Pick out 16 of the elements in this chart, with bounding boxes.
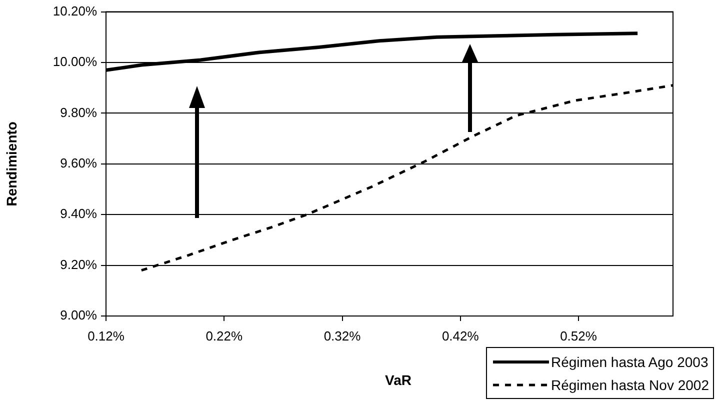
y-tick-label: 9.20% (60, 256, 98, 272)
x-tick-label: 0.52% (560, 328, 598, 344)
y-axis-title: Rendimiento (3, 122, 20, 206)
x-tick-label: 0.22% (206, 328, 243, 344)
legend-label: Régimen hasta Ago 2003 (551, 354, 708, 370)
x-tick-label: 0.42% (442, 328, 480, 344)
x-tick-label: 0.12% (88, 328, 125, 344)
y-tick-label: 10.20% (52, 3, 98, 18)
y-tick-label: 9.60% (60, 155, 98, 170)
y-tick-label: 10.00% (52, 54, 98, 70)
y-tick-label: 9.00% (60, 308, 98, 323)
y-tick-label: 9.40% (60, 206, 98, 222)
y-tick-label: 9.80% (60, 104, 98, 120)
legend-label: Régimen hasta Nov 2002 (551, 376, 709, 392)
x-tick-label: 0.32% (324, 328, 362, 344)
x-axis-title: VaR (385, 372, 412, 388)
